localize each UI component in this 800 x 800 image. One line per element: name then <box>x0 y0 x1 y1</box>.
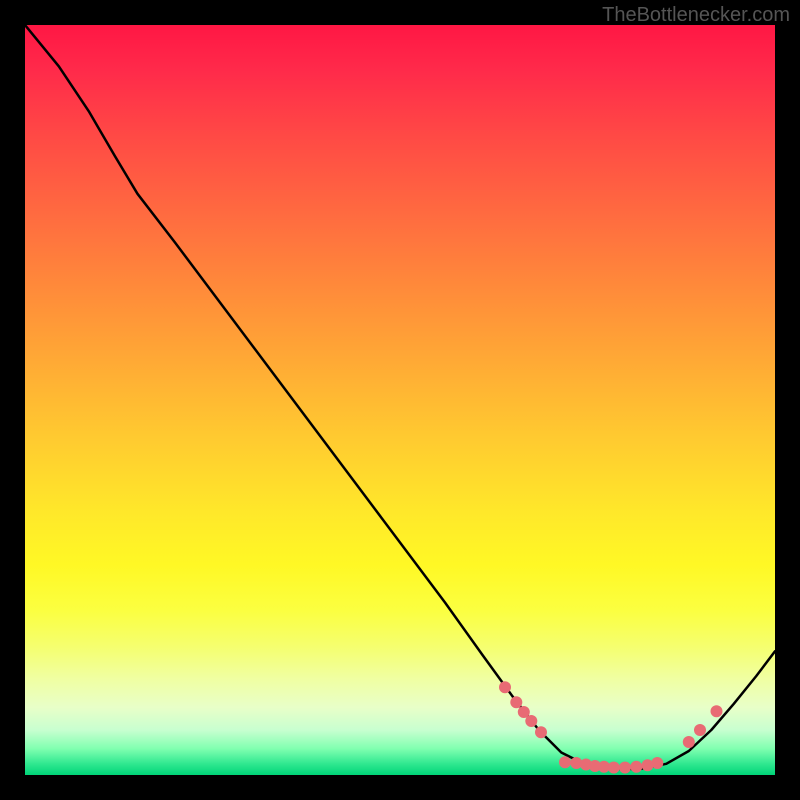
data-marker <box>608 762 620 774</box>
data-marker <box>711 705 723 717</box>
data-marker <box>630 761 642 773</box>
data-marker <box>683 736 695 748</box>
data-marker <box>651 757 663 769</box>
data-marker <box>694 724 706 736</box>
data-marker <box>510 696 522 708</box>
data-marker <box>559 756 571 768</box>
watermark-text: TheBottlenecker.com <box>602 4 790 27</box>
gradient-background <box>25 25 775 775</box>
data-marker <box>499 681 511 693</box>
data-marker <box>525 715 537 727</box>
data-marker <box>619 762 631 774</box>
bottleneck-chart <box>25 25 775 775</box>
data-marker <box>535 726 547 738</box>
chart-container <box>25 25 775 775</box>
